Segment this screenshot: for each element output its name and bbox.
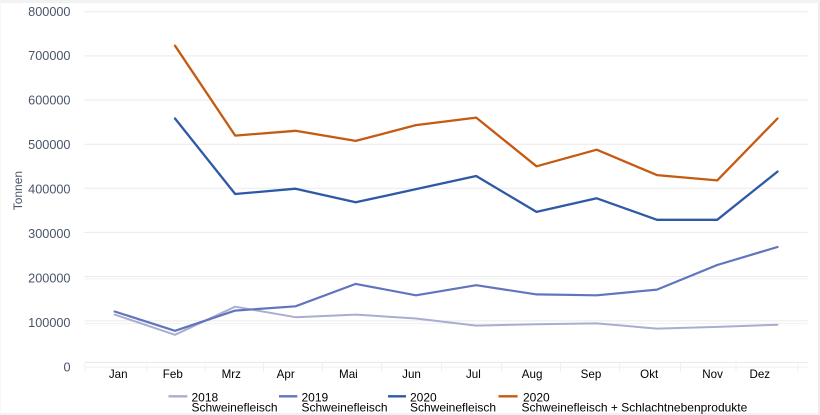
svg-text:Schweinefleisch: Schweinefleisch <box>302 401 388 415</box>
svg-text:Feb: Feb <box>163 368 183 381</box>
svg-text:Schweinefleisch: Schweinefleisch <box>410 401 496 415</box>
svg-text:800000: 800000 <box>28 5 70 19</box>
svg-text:Jul: Jul <box>466 368 481 381</box>
svg-text:Sep: Sep <box>581 368 602 381</box>
svg-text:Mrz: Mrz <box>222 368 242 381</box>
svg-text:700000: 700000 <box>28 49 70 63</box>
svg-text:Dez: Dez <box>749 368 770 381</box>
svg-text:600000: 600000 <box>28 94 70 108</box>
svg-text:2020: 2020 <box>410 391 437 405</box>
svg-text:Schweinefleisch + Schlachtnebe: Schweinefleisch + Schlachtnebenprodukte <box>522 401 748 415</box>
svg-text:Mai: Mai <box>339 368 358 381</box>
svg-text:Tonnen: Tonnen <box>11 171 25 210</box>
svg-text:Nov: Nov <box>702 368 723 381</box>
svg-text:Aug: Aug <box>522 368 543 381</box>
svg-text:Jan: Jan <box>109 368 128 381</box>
svg-text:Apr: Apr <box>277 368 295 381</box>
svg-text:200000: 200000 <box>28 272 70 286</box>
svg-text:Okt: Okt <box>640 368 659 381</box>
svg-text:300000: 300000 <box>28 227 70 241</box>
svg-text:2018: 2018 <box>192 391 219 405</box>
svg-text:0: 0 <box>63 360 70 374</box>
svg-text:500000: 500000 <box>28 138 70 152</box>
svg-text:2019: 2019 <box>302 391 329 405</box>
svg-text:400000: 400000 <box>28 183 70 197</box>
svg-text:2020: 2020 <box>523 391 550 405</box>
svg-text:Jun: Jun <box>402 368 421 381</box>
svg-text:Schweinefleisch: Schweinefleisch <box>192 401 278 415</box>
svg-text:100000: 100000 <box>28 316 70 330</box>
